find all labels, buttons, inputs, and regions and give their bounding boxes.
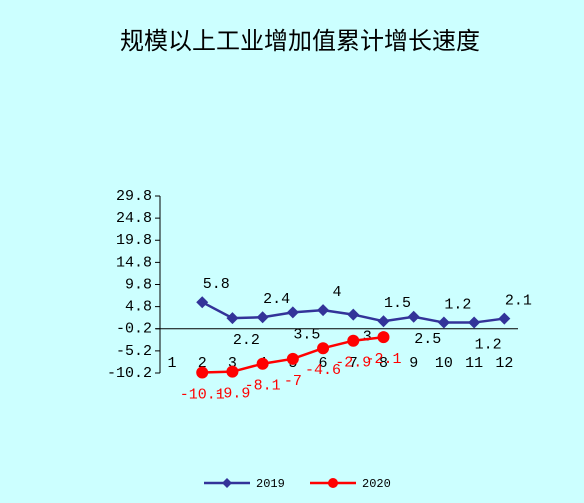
data-label: -2.9 xyxy=(335,355,371,372)
marker xyxy=(286,306,299,319)
marker xyxy=(317,342,330,355)
marker xyxy=(407,310,420,323)
y-tick-label: 9.8 xyxy=(125,276,152,293)
data-label: 1.2 xyxy=(444,297,471,314)
marker xyxy=(256,311,269,324)
marker xyxy=(317,304,330,317)
x-tick-label: 3 xyxy=(228,355,237,372)
y-tick-label: 29.8 xyxy=(116,188,152,205)
x-tick-label: 8 xyxy=(379,355,388,372)
data-label: 3.5 xyxy=(293,326,320,343)
y-tick-label: 24.8 xyxy=(116,210,152,227)
x-tick-label: 11 xyxy=(465,355,483,372)
data-label: -9.9 xyxy=(214,386,250,403)
x-tick-label: 10 xyxy=(435,355,453,372)
y-tick-label: -10.2 xyxy=(107,365,152,382)
marker xyxy=(256,357,269,370)
x-tick-label: 2 xyxy=(198,355,207,372)
legend-marker xyxy=(328,478,338,488)
chart-title: 规模以上工业增加值累计增长速度 xyxy=(120,27,480,55)
marker xyxy=(347,334,360,347)
data-label: -7 xyxy=(284,373,302,390)
marker xyxy=(226,365,239,378)
data-label: 4 xyxy=(333,284,342,301)
data-label: 3 xyxy=(363,329,372,346)
legend-label: 2020 xyxy=(362,477,391,491)
legend-marker xyxy=(222,478,232,488)
data-label: 2.4 xyxy=(263,291,290,308)
x-tick-label: 7 xyxy=(349,355,358,372)
x-tick-label: 12 xyxy=(495,355,513,372)
marker xyxy=(286,352,299,365)
marker xyxy=(498,312,511,325)
data-label: 5.8 xyxy=(203,276,230,293)
marker xyxy=(377,331,390,344)
data-label: 2.1 xyxy=(505,293,532,310)
data-label: -10.1 xyxy=(180,387,225,404)
y-tick-label: 4.8 xyxy=(125,299,152,316)
marker xyxy=(468,316,481,329)
x-tick-label: 9 xyxy=(409,355,418,372)
x-tick-label: 6 xyxy=(319,355,328,372)
data-label: 1.5 xyxy=(384,295,411,312)
data-label: 2.2 xyxy=(233,332,260,349)
data-label: 2.5 xyxy=(414,331,441,348)
y-tick-label: -5.2 xyxy=(116,343,152,360)
data-label: -8.1 xyxy=(245,378,281,395)
marker xyxy=(437,316,450,329)
y-tick-label: -0.2 xyxy=(116,321,152,338)
data-label: -2.1 xyxy=(365,351,401,368)
marker xyxy=(196,296,209,309)
data-label: 1.2 xyxy=(475,337,502,354)
x-tick-label: 1 xyxy=(167,355,176,372)
y-tick-label: 19.8 xyxy=(116,232,152,249)
legend-label: 2019 xyxy=(256,477,285,491)
marker xyxy=(377,315,390,328)
marker xyxy=(347,308,360,321)
marker xyxy=(226,312,239,325)
data-label: -4.6 xyxy=(305,362,341,379)
marker xyxy=(196,366,209,379)
y-tick-label: 14.8 xyxy=(116,254,152,271)
